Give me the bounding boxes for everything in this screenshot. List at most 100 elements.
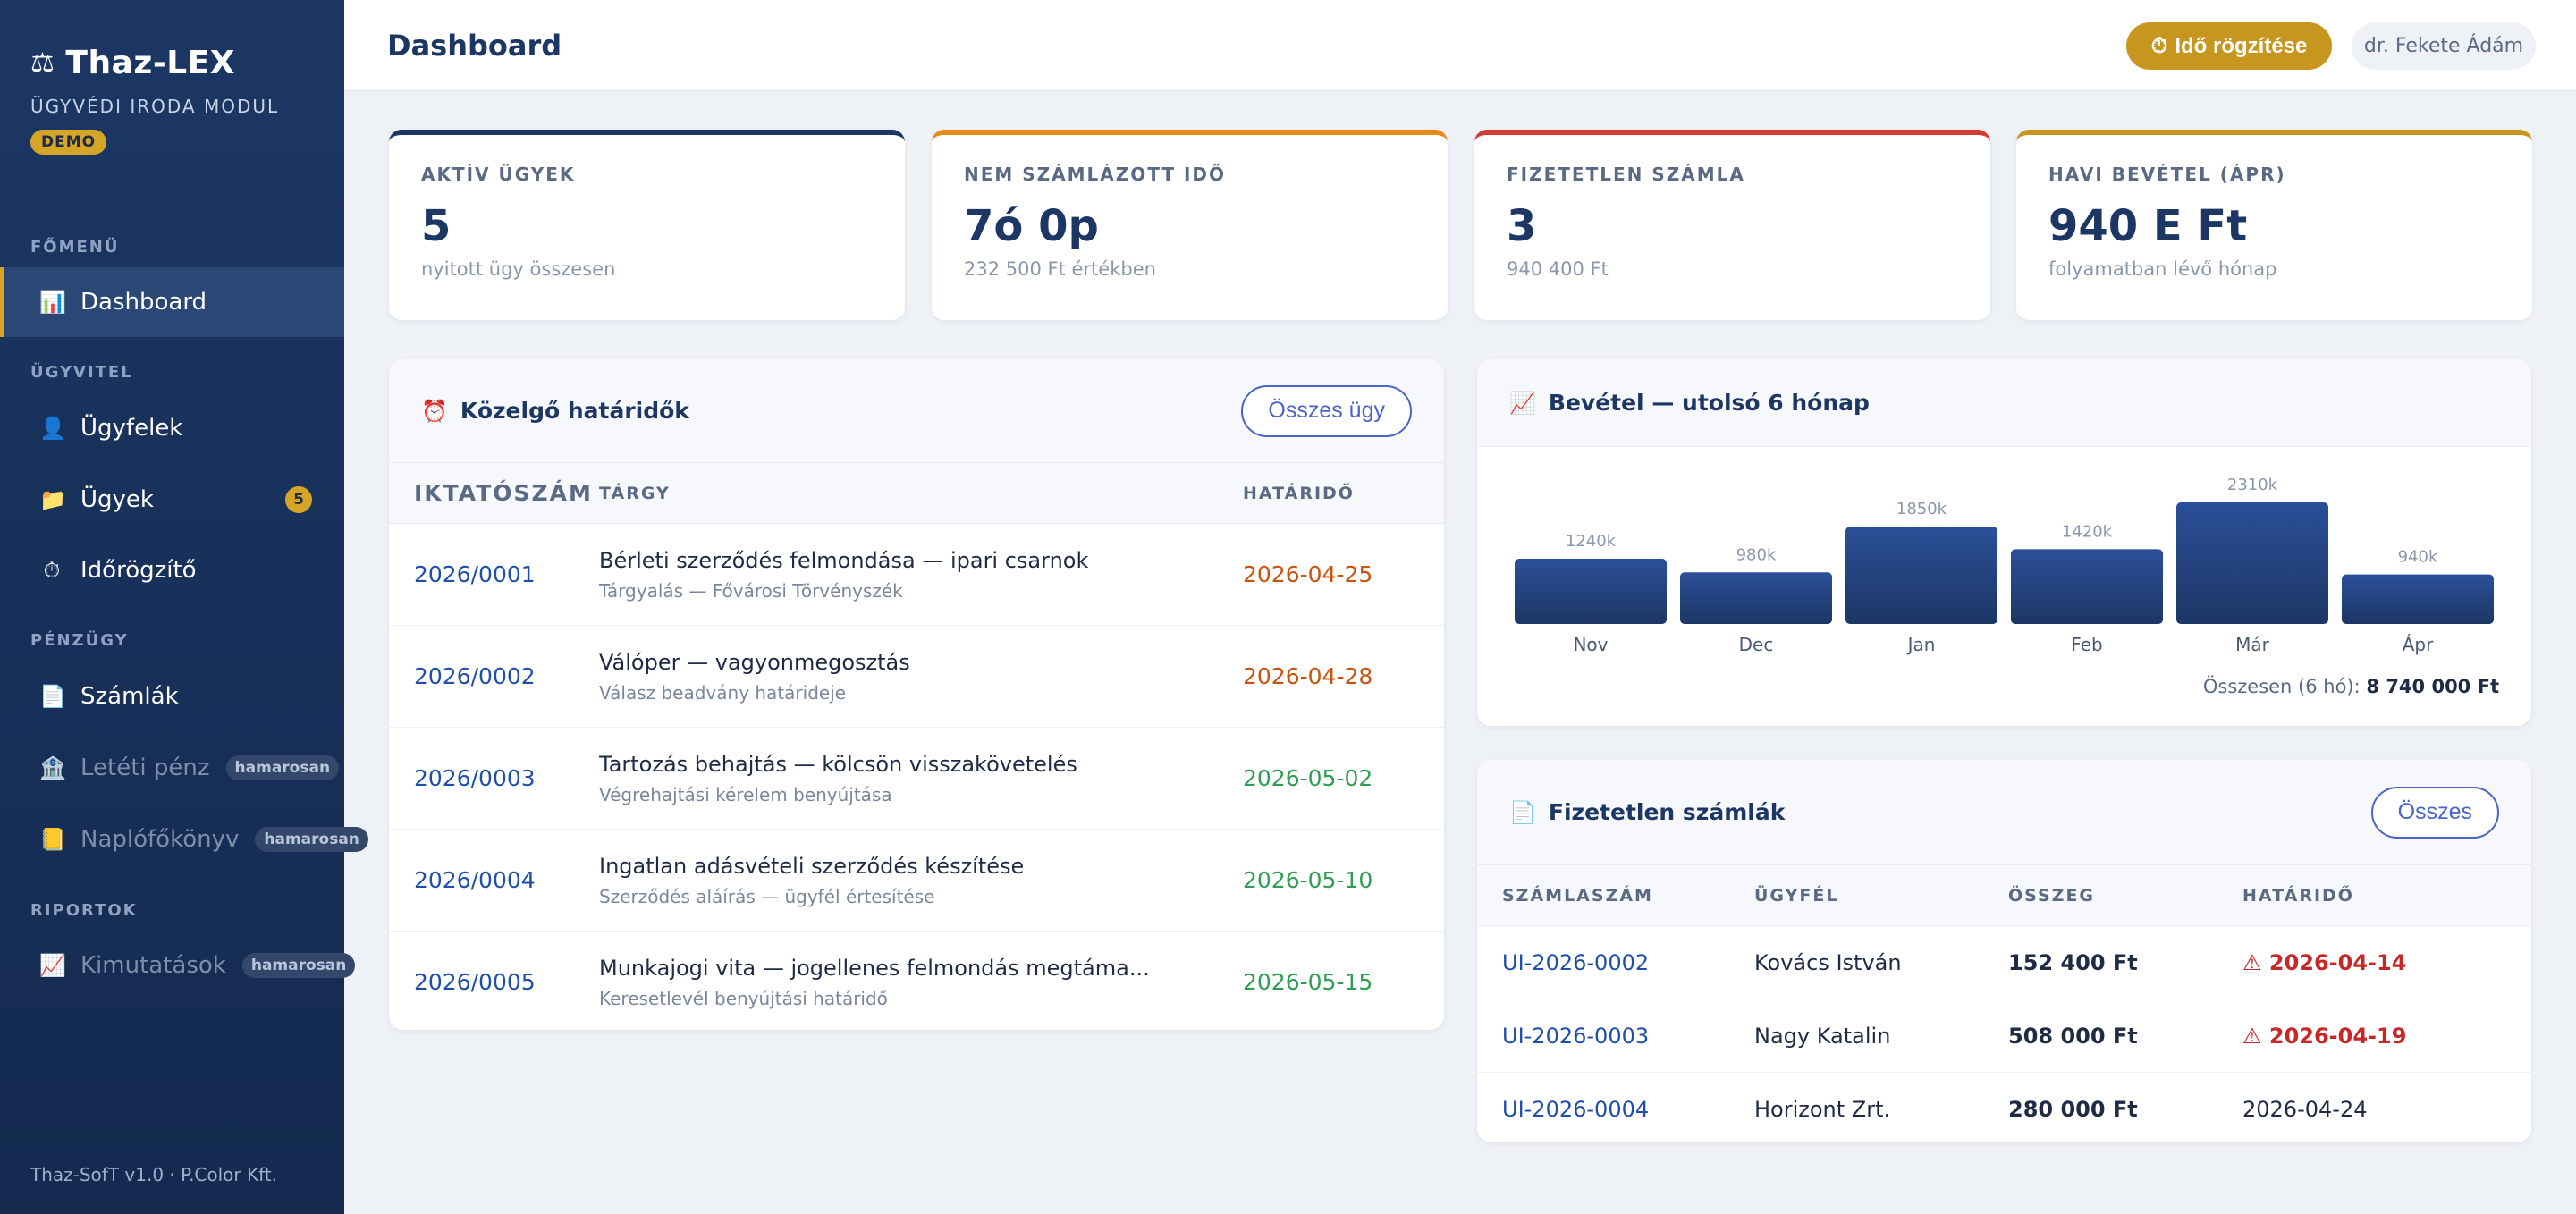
sidebar-item-dashboard[interactable]: 📊 Dashboard [0, 267, 344, 337]
case-subject-detail: Keresetlevél benyújtási határidő [599, 987, 888, 1009]
invoice-amount: 152 400 Ft [2008, 949, 2138, 975]
brand-title: ⚖ Thaz-LEX [30, 45, 279, 81]
warning-icon: ⚠ [2242, 1023, 2262, 1049]
kpi-card-monthly-revenue: HAVI BEVÉTEL (ÁPR) 940 E Ft folyamatban … [2016, 130, 2532, 320]
table-row[interactable]: 2026/0005 Munkajogi vita — jogellenes fel… [389, 932, 1444, 1030]
revenue-chart-panel: 📈 Bevétel — utolsó 6 hónap 1240k Nov 980k D… [1477, 359, 2531, 726]
brand-name: Thaz-LEX [65, 45, 236, 81]
deadlines-table-body: 2026/0001 Bérleti szerződés felmondása — … [389, 524, 1444, 1030]
column-header: IKTATÓSZÁM [414, 480, 593, 506]
unpaid-invoices-panel: 📄 Fizetetlen számlák Összes SZÁMLASZÁM Ü… [1477, 760, 2531, 1142]
x-tick-label: Dec [1739, 634, 1774, 655]
column-header: TÁRGY [599, 483, 671, 503]
case-subject: Tartozás behajtás — kölcsön visszakövete… [599, 752, 1243, 805]
kpi-card-unpaid-invoices: FIZETETLEN SZÁMLA 3 940 400 Ft [1474, 130, 1990, 320]
chart-total-value: 8 740 000 Ft [2366, 676, 2499, 697]
table-row[interactable]: UI-2026-0003 Nagy Katalin 508 000 Ft ⚠ 2026… [1477, 999, 2531, 1073]
sidebar-item-escrow: 🏦 Letéti pénz hamarosan [0, 733, 344, 803]
scales-logo-icon: ⚖ [30, 47, 55, 79]
panel-title: Közelgő határidők [460, 398, 689, 424]
data-label: 1240k [1566, 532, 1617, 551]
record-time-button[interactable]: ⏱ Idő rögzítése [2126, 22, 2332, 70]
column-header: ÜGYFÉL [1754, 885, 1839, 906]
bar-nov [1515, 558, 1667, 624]
sidebar-item-cases[interactable]: 📁 Ügyek 5 [0, 465, 344, 535]
invoice-due-value: 2026-04-24 [2242, 1096, 2368, 1122]
document-icon: 📄 [1509, 799, 1536, 825]
table-row[interactable]: 2026/0001 Bérleti szerződés felmondása — … [389, 524, 1444, 626]
case-subject-detail: Válasz beadvány határideje [599, 681, 847, 704]
table-row[interactable]: UI-2026-0002 Kovács István 152 400 Ft ⚠ 202… [1477, 926, 2531, 999]
table-row[interactable]: UI-2026-0004 Horizont Zrt. 280 000 Ft 2026-… [1477, 1073, 2531, 1142]
sidebar-item-clients[interactable]: 👤 Ügyfelek [0, 393, 344, 463]
case-subject-title: Ingatlan adásvételi szerződés készítése [599, 853, 1025, 879]
all-cases-button[interactable]: Összes ügy [1241, 384, 1412, 437]
sidebar-item-label: Kimutatások [80, 952, 226, 979]
folder-icon: 📁 [39, 487, 66, 512]
case-subject: Válóper — vagyonmegosztás Válasz beadvány… [599, 650, 1243, 704]
data-label: 940k [2398, 548, 2438, 567]
invoice-number-link[interactable]: UI-2026-0002 [1502, 949, 1650, 975]
kpi-label: AKTÍV ÜGYEK [421, 164, 576, 185]
user-menu[interactable]: dr. Fekete Ádám [2352, 22, 2536, 70]
data-label: 1850k [1896, 500, 1947, 518]
sidebar-item-label: Letéti pénz [80, 755, 210, 781]
sidebar-item-ledger: 📒 Naplófőkönyv hamarosan [0, 805, 368, 874]
warning-icon: ⚠ [2242, 949, 2262, 975]
cases-count-badge: 5 [285, 486, 312, 513]
nav-section-reports: RIPORTOK [30, 901, 138, 920]
sidebar-item-invoices[interactable]: 📄 Számlák [0, 662, 344, 731]
invoices-table-body: UI-2026-0002 Kovács István 152 400 Ft ⚠ 202… [1477, 926, 2531, 1142]
kpi-subtext: folyamatban lévő hónap [2048, 258, 2277, 280]
all-invoices-button[interactable]: Összes [2370, 786, 2499, 839]
case-number-link[interactable]: 2026/0002 [414, 663, 536, 689]
record-time-label: Idő rögzítése [2175, 33, 2308, 58]
kpi-value: 5 [421, 201, 452, 251]
table-row[interactable]: 2026/0003 Tartozás behajtás — kölcsön vis… [389, 728, 1444, 830]
case-number-link[interactable]: 2026/0001 [414, 561, 536, 587]
case-subject-detail: Végrehajtási kérelem benyújtása [599, 783, 892, 805]
sidebar-footer: Thaz-SofT v1.0 · P.Color Kft. [30, 1164, 278, 1185]
invoice-client: Horizont Zrt. [1754, 1096, 1891, 1122]
case-number-link[interactable]: 2026/0003 [414, 765, 536, 791]
upcoming-deadlines-panel: ⏰ Közelgő határidők Összes ügy IKTATÓSZÁ… [389, 359, 1444, 1030]
case-subject-title: Bérleti szerződés felmondása — ipari csa… [599, 547, 1089, 573]
x-tick-label: Nov [1573, 634, 1608, 655]
sidebar-item-time-tracker[interactable]: ⏱ Időrögzítő [0, 535, 344, 605]
kpi-value: 7ó 0p [964, 201, 1099, 251]
invoice-client: Nagy Katalin [1754, 1023, 1891, 1049]
x-tick-label: Ápr [2403, 634, 2434, 655]
data-label: 1420k [2062, 522, 2113, 541]
data-label: 2310k [2227, 476, 2278, 494]
kpi-subtext: 232 500 Ft értékben [964, 258, 1156, 280]
table-row[interactable]: 2026/0002 Válóper — vagyonmegosztás Válasz… [389, 626, 1444, 728]
case-subject-title: Tartozás behajtás — kölcsön visszakövete… [599, 751, 1077, 777]
revenue-bar-chart: 1240k Nov 980k Dec 1850k Jan 1420k Feb 2310k Már 9… [1515, 476, 2494, 655]
bank-icon: 🏦 [39, 755, 66, 780]
chart-body: 1240k Nov 980k Dec 1850k Jan 1420k Feb 2310k Már 9… [1477, 447, 2531, 722]
deadline-date: 2026-04-25 [1243, 561, 1373, 587]
invoice-number-link[interactable]: UI-2026-0003 [1502, 1023, 1650, 1049]
sidebar-item-label: Dashboard [80, 289, 207, 316]
case-subject-title: Válóper — vagyonmegosztás [599, 649, 910, 675]
case-subject-detail: Szerződés aláírás — ügyfél értesítése [599, 885, 935, 907]
user-icon: 👤 [39, 416, 66, 441]
table-row[interactable]: 2026/0004 Ingatlan adásvételi szerződés k… [389, 830, 1444, 932]
column-header: ÖSSZEG [2008, 885, 2096, 906]
page-title: Dashboard [387, 29, 562, 63]
column-header: SZÁMLASZÁM [1502, 885, 1653, 906]
brand-subtitle: ÜGYVÉDI IRODA MODUL [30, 96, 280, 117]
bar-ápr [2342, 574, 2494, 624]
kpi-subtext: 940 400 Ft [1507, 258, 1609, 280]
column-header: HATÁRIDŐ [1243, 483, 1355, 503]
chart-icon: 📊 [39, 290, 66, 315]
case-number-link[interactable]: 2026/0005 [414, 969, 536, 995]
case-number-link[interactable]: 2026/0004 [414, 867, 536, 893]
bar-jan [1845, 527, 1997, 624]
invoice-due-date: ⚠ 2026-04-19 [2242, 1024, 2406, 1049]
invoice-number-link[interactable]: UI-2026-0004 [1502, 1096, 1650, 1122]
sidebar-item-label: Naplófőkönyv [80, 826, 240, 853]
bar-dec [1680, 572, 1832, 624]
kpi-value: 940 E Ft [2048, 201, 2248, 251]
invoice-client: Kovács István [1754, 949, 1902, 975]
